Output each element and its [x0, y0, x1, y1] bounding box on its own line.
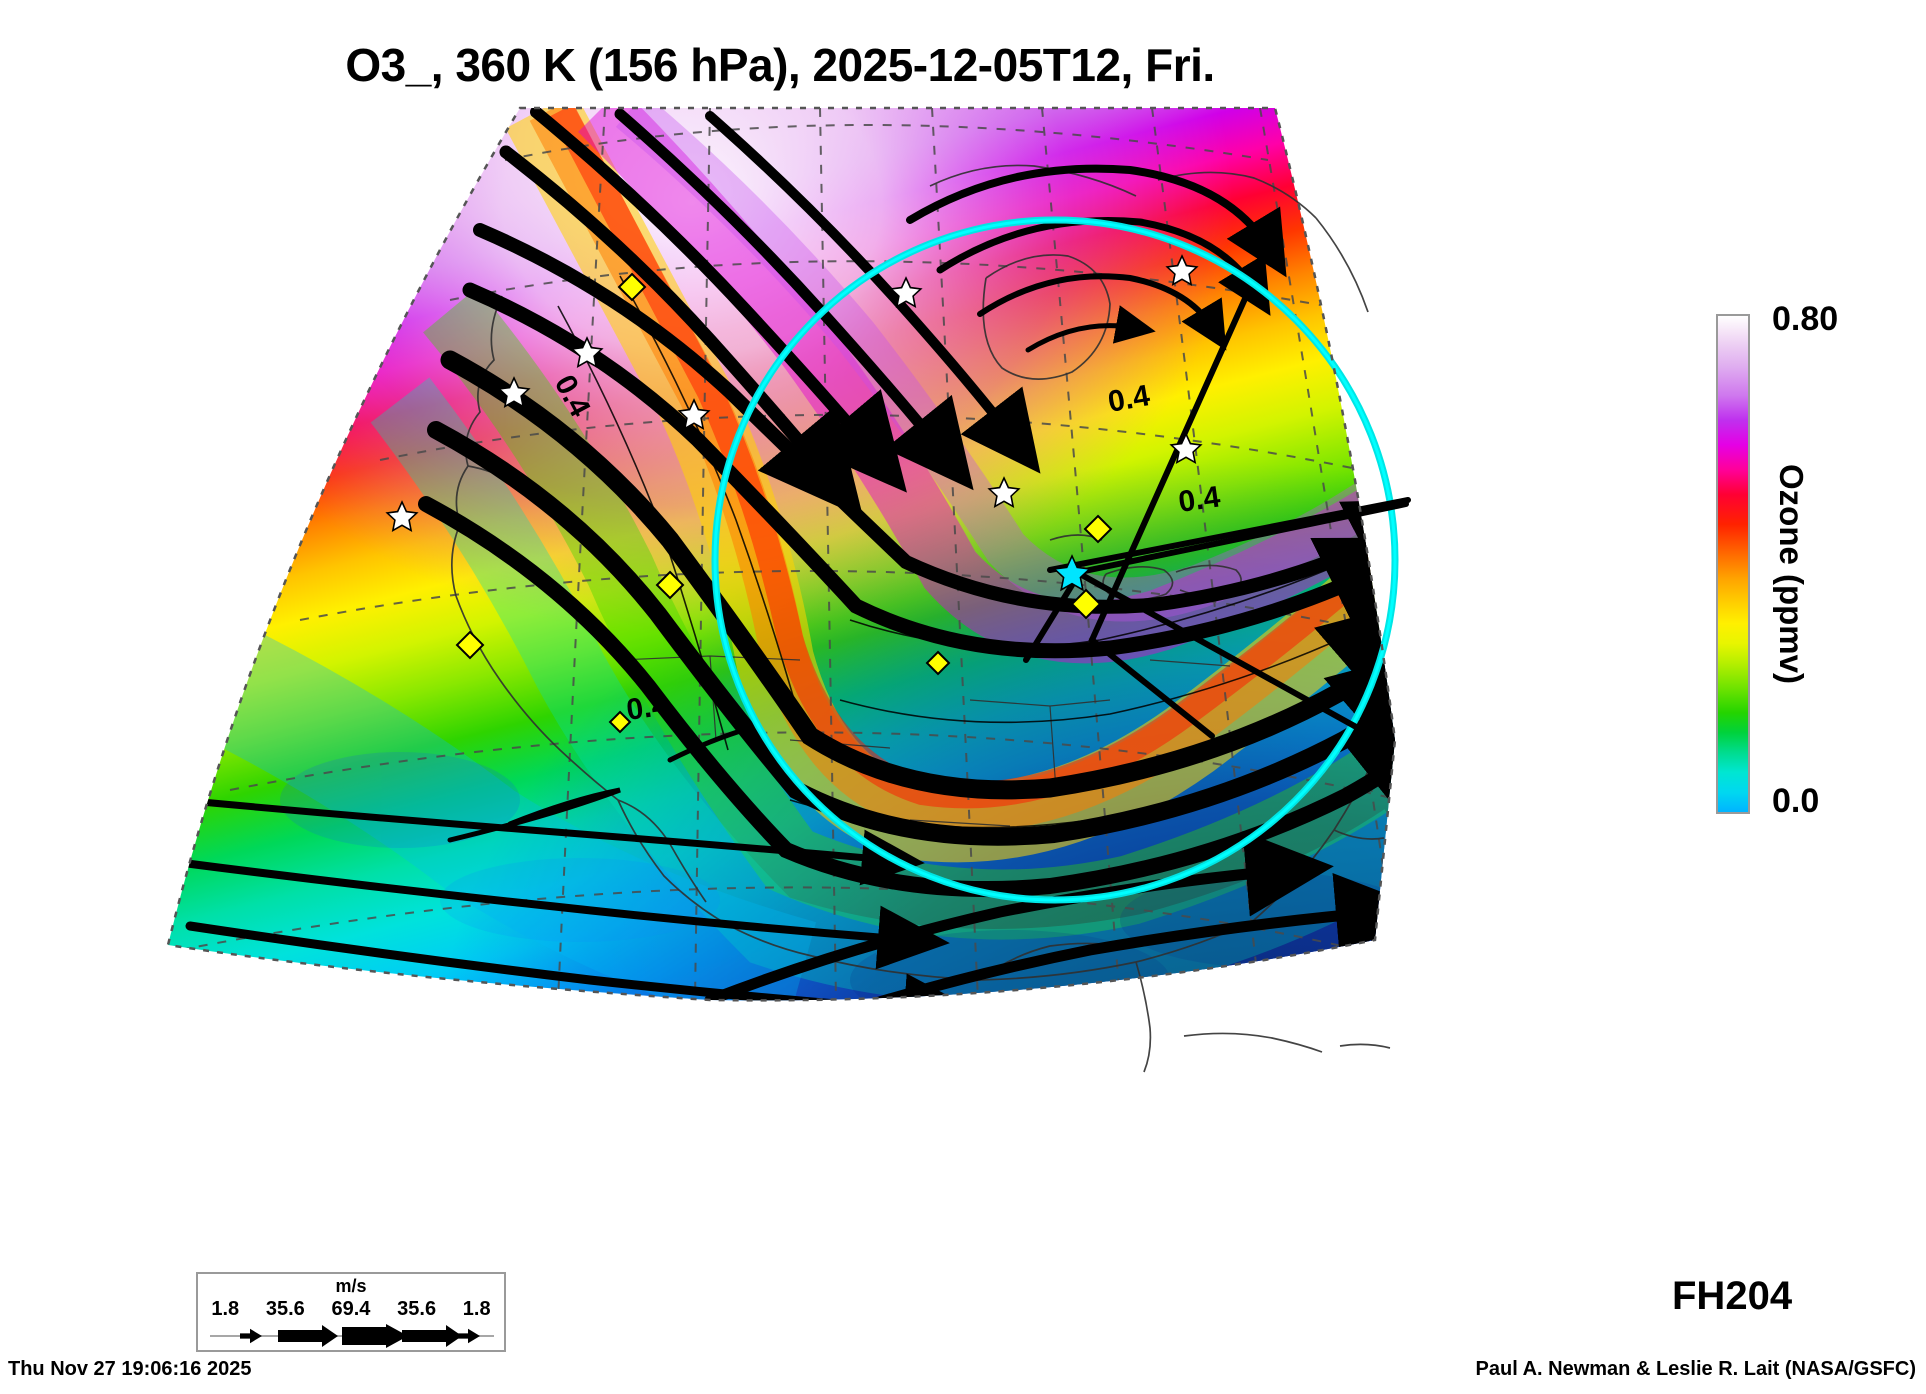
wind-value: 1.8 [211, 1298, 240, 1320]
colorbar-gradient [1716, 314, 1750, 814]
wind-streamlines [172, 108, 1395, 1001]
colorbar-max-label: 0.80 [1772, 300, 1839, 338]
colorbar-min-label: 0.0 [1772, 782, 1820, 820]
wind-legend-values: 1.8 35.6 69.4 35.6 1.8 [198, 1298, 504, 1321]
map-plot-area[interactable]: 0.4 0.4 0.4 0.4 [150, 100, 1440, 1130]
domain-boundary [166, 106, 1397, 1002]
station-markers[interactable] [385, 254, 1440, 734]
wind-speed-legend: m/s 1.8 35.6 69.4 35.6 1.8 [196, 1272, 506, 1352]
forecast-hour-label: FH204 [1672, 1274, 1793, 1318]
contour-label: 0.4 [624, 688, 670, 727]
wind-value: 1.8 [462, 1298, 491, 1320]
colorbar-title: Ozone (ppmv) [1773, 464, 1810, 684]
wind-legend-arrow-scale [210, 1324, 494, 1348]
marker-star-primary[interactable] [1052, 554, 1092, 592]
page-title: O3_, 360 K (156 hPa), 2025-12-05T12, Fri… [345, 39, 1215, 91]
marker-diamond[interactable] [455, 272, 1113, 734]
colorbar[interactable]: 0.80 0.0 Ozone (ppmv) [1716, 300, 1926, 820]
contour-label: 0.4 [1176, 480, 1222, 519]
wind-value: 35.6 [397, 1298, 437, 1320]
map-svg[interactable]: 0.4 0.4 0.4 0.4 [150, 100, 1440, 1130]
flight-track-lines [1023, 289, 1411, 739]
range-circle [711, 216, 1399, 904]
wind-value: 35.6 [265, 1298, 305, 1320]
generation-timestamp: Thu Nov 27 19:06:16 2025 [8, 1358, 252, 1380]
contour-label: 0.4 [1105, 379, 1152, 419]
wind-value: 69.4 [331, 1298, 371, 1320]
marker-star[interactable] [385, 254, 1440, 532]
author-credit: Paul A. Newman & Leslie R. Lait (NASA/GS… [1475, 1358, 1916, 1380]
wind-legend-units: m/s [335, 1276, 367, 1296]
